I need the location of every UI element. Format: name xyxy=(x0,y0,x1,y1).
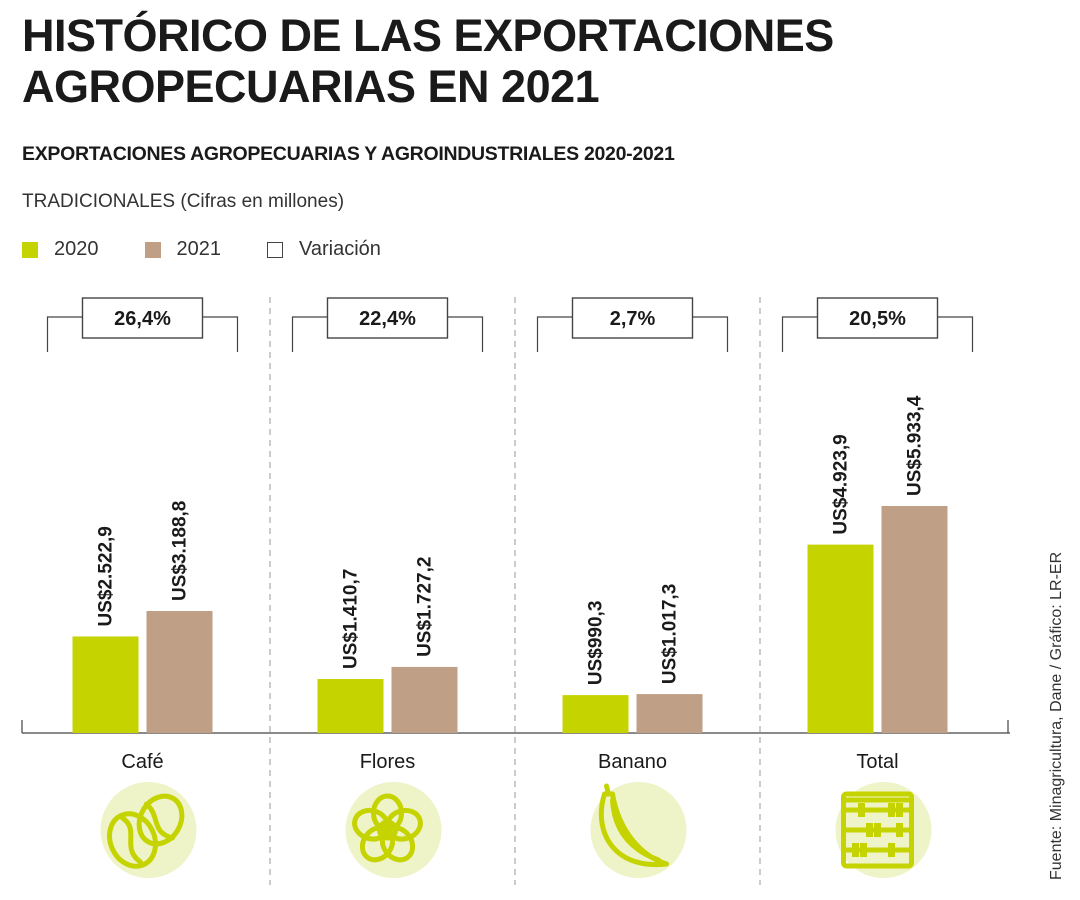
icon-background xyxy=(100,782,197,878)
abacus-icon xyxy=(835,782,932,878)
variation-box xyxy=(571,297,694,339)
banana-stem xyxy=(604,783,611,797)
bar-2021-banano xyxy=(636,694,703,733)
legend-swatch-2021 xyxy=(144,241,161,258)
bar-2021-cafe xyxy=(146,611,213,733)
bar-2020-flores xyxy=(317,679,384,733)
banana-icon xyxy=(590,782,687,878)
legend-item-variacion: Variación xyxy=(267,238,381,261)
variation-label-total: 20,5% xyxy=(849,308,906,330)
variation-box xyxy=(326,297,449,339)
value-label-2021-cafe: US$3.188,8 xyxy=(170,501,191,601)
banana-line xyxy=(610,797,661,863)
category-group-flores: 22,4% US$1.410,7 US$1.727,2 Flores xyxy=(291,297,484,878)
abacus-bead xyxy=(858,803,865,817)
legend-swatch-2020 xyxy=(22,241,38,258)
abacus-bead xyxy=(888,843,895,857)
value-label-2020-flores: US$1.410,7 xyxy=(341,569,362,669)
abacus-bead xyxy=(852,843,859,857)
value-label-2020-cafe: US$2.522,9 xyxy=(96,526,117,626)
variation-box xyxy=(816,297,939,339)
bar-2021-total xyxy=(881,506,948,733)
flower-icon xyxy=(345,782,442,878)
banana-shape xyxy=(598,791,669,868)
bar-2020-cafe xyxy=(72,636,139,733)
chart-title: HISTÓRICO DE LAS EXPORTACIONES AGROPECUA… xyxy=(22,10,834,112)
value-label-2021-total: US$5.933,4 xyxy=(905,395,926,496)
value-label-2020-total: US$4.923,9 xyxy=(831,434,852,534)
variation-label-cafe: 26,4% xyxy=(114,308,171,330)
category-label-flores: Flores xyxy=(360,751,416,773)
category-label-total: Total xyxy=(856,751,898,773)
bean-line xyxy=(120,815,143,865)
bar-2020-total xyxy=(807,544,874,733)
abacus-bead xyxy=(860,843,867,857)
chart-subtitle: EXPORTACIONES AGROPECUARIAS Y AGROINDUST… xyxy=(22,143,675,165)
variation-box xyxy=(81,297,204,339)
category-label-cafe: Café xyxy=(121,751,163,773)
bar-2021-flores xyxy=(391,666,458,733)
abacus-bead xyxy=(888,803,895,817)
value-label-2021-banano: US$1.017,3 xyxy=(660,584,681,684)
legend: 2020 2021 Variación xyxy=(22,238,427,261)
bean-line xyxy=(144,801,175,841)
value-label-2020-banano: US$990,3 xyxy=(586,601,607,686)
abacus-bead xyxy=(874,823,881,837)
bar-2020-banano xyxy=(562,695,629,733)
bean-shape xyxy=(107,811,158,869)
category-group-banano: 2,7% US$990,3 US$1.017,3 Banano xyxy=(536,297,729,878)
abacus-bead xyxy=(866,823,873,837)
legend-swatch-variacion xyxy=(267,241,283,258)
legend-label-variacion: Variación xyxy=(299,238,381,260)
legend-label-2020: 2020 xyxy=(54,238,99,260)
legend-item-2020: 2020 xyxy=(22,238,99,261)
category-group-cafe: 26,4% US$2.522,9 US$3.188,8 Café xyxy=(46,297,239,878)
category-label-banano: Banano xyxy=(598,751,667,773)
category-group-total: 20,5% US$4.923,9 US$5.933,4 Total xyxy=(781,297,974,878)
petal-shape xyxy=(352,807,391,842)
coffee-bean-icon xyxy=(100,782,197,878)
legend-item-2021: 2021 xyxy=(144,238,222,261)
value-label-2021-flores: US$1.727,2 xyxy=(415,557,436,657)
units-note: TRADICIONALES (Cifras en millones) xyxy=(22,191,345,212)
abacus-bead xyxy=(896,823,903,837)
source-credit: Fuente: Minagricultura, Dane / Gráfico: … xyxy=(1048,551,1065,880)
flower-center xyxy=(377,819,398,841)
variation-label-flores: 22,4% xyxy=(359,308,416,330)
abacus-bead xyxy=(896,803,903,817)
legend-label-2021: 2021 xyxy=(176,238,222,260)
variation-label-banano: 2,7% xyxy=(610,308,656,330)
